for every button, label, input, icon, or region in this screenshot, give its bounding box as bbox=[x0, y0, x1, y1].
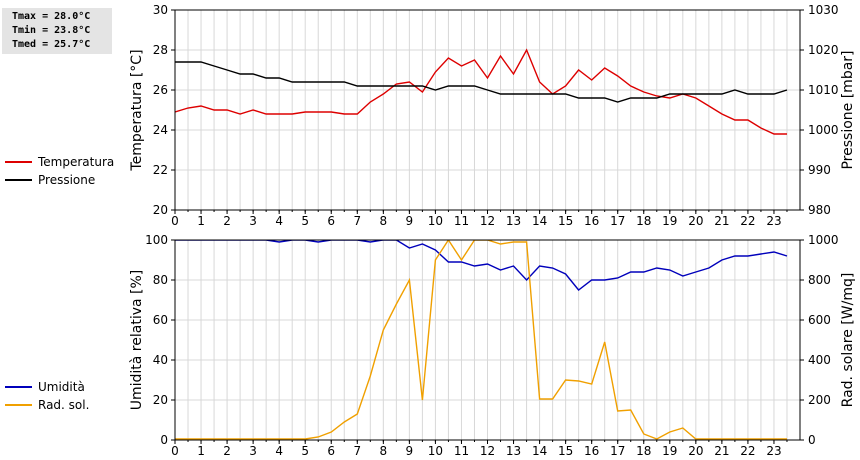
x-tick-label: 2 bbox=[223, 444, 231, 458]
y-right-tick-label: 200 bbox=[808, 393, 831, 407]
x-tick-label: 12 bbox=[480, 214, 495, 228]
x-tick-label: 6 bbox=[327, 214, 335, 228]
y-left-tick-label: 0 bbox=[160, 433, 168, 447]
x-tick-label: 18 bbox=[636, 214, 651, 228]
x-tick-label: 8 bbox=[380, 444, 388, 458]
x-tick-label: 21 bbox=[714, 444, 729, 458]
x-tick-label: 13 bbox=[506, 214, 521, 228]
x-tick-label: 6 bbox=[327, 444, 335, 458]
x-tick-label: 11 bbox=[454, 214, 469, 228]
y-left-tick-label: 22 bbox=[153, 163, 168, 177]
x-tick-label: 20 bbox=[688, 214, 703, 228]
x-tick-label: 23 bbox=[766, 444, 781, 458]
x-tick-label: 23 bbox=[766, 214, 781, 228]
y-right-tick-label: 980 bbox=[808, 203, 831, 217]
x-tick-label: 11 bbox=[454, 444, 469, 458]
y-right-tick-label: 1010 bbox=[808, 83, 839, 97]
series-line-umidit- bbox=[175, 240, 788, 291]
stats-box: Tmax = 28.0°C Tmin = 23.8°C Tmed = 25.7°… bbox=[2, 8, 112, 54]
x-tick-label: 10 bbox=[428, 444, 443, 458]
x-tick-label: 3 bbox=[249, 214, 257, 228]
y-right-axis-title: Rad. solare [W/mq] bbox=[840, 273, 856, 408]
x-tick-label: 16 bbox=[584, 444, 599, 458]
x-tick-label: 20 bbox=[688, 444, 703, 458]
x-tick-label: 4 bbox=[275, 214, 283, 228]
y-left-tick-label: 30 bbox=[153, 3, 168, 17]
y-left-tick-label: 20 bbox=[153, 203, 168, 217]
x-tick-label: 4 bbox=[275, 444, 283, 458]
x-tick-label: 8 bbox=[380, 214, 388, 228]
x-tick-label: 17 bbox=[610, 444, 625, 458]
y-right-tick-label: 800 bbox=[808, 273, 831, 287]
legend-label: Umidità bbox=[38, 380, 85, 394]
x-tick-label: 14 bbox=[532, 444, 547, 458]
y-right-tick-label: 990 bbox=[808, 163, 831, 177]
legend-label: Temperatura bbox=[37, 155, 114, 169]
x-tick-label: 16 bbox=[584, 214, 599, 228]
stat-tmed: Tmed = 25.7°C bbox=[12, 39, 91, 50]
x-tick-label: 13 bbox=[506, 444, 521, 458]
series-line-pressione bbox=[175, 61, 788, 103]
y-left-tick-label: 100 bbox=[145, 233, 168, 247]
x-tick-label: 19 bbox=[662, 444, 677, 458]
x-tick-label: 21 bbox=[714, 214, 729, 228]
y-left-tick-label: 24 bbox=[153, 123, 168, 137]
y-left-tick-label: 80 bbox=[153, 273, 168, 287]
x-tick-label: 5 bbox=[301, 214, 309, 228]
y-right-tick-label: 0 bbox=[808, 433, 816, 447]
x-tick-label: 22 bbox=[740, 214, 755, 228]
x-tick-label: 1 bbox=[197, 444, 205, 458]
x-tick-label: 12 bbox=[480, 444, 495, 458]
x-tick-label: 7 bbox=[353, 444, 361, 458]
x-tick-label: 7 bbox=[353, 214, 361, 228]
series-line-rad-sol- bbox=[175, 240, 787, 440]
x-tick-label: 5 bbox=[301, 444, 309, 458]
x-tick-label: 2 bbox=[223, 214, 231, 228]
stat-tmax: Tmax = 28.0°C bbox=[12, 11, 91, 22]
y-right-tick-label: 1000 bbox=[808, 233, 839, 247]
x-tick-label: 9 bbox=[406, 214, 414, 228]
y-left-tick-label: 26 bbox=[153, 83, 168, 97]
y-left-axis-title: Temperatura [°C] bbox=[129, 49, 145, 171]
x-tick-label: 14 bbox=[532, 214, 547, 228]
y-right-axis-title: Pressione [mbar] bbox=[840, 50, 856, 169]
y-left-tick-label: 60 bbox=[153, 313, 168, 327]
x-tick-label: 15 bbox=[558, 444, 573, 458]
x-tick-label: 0 bbox=[171, 444, 179, 458]
x-tick-label: 19 bbox=[662, 214, 677, 228]
series-line-temperatura bbox=[175, 48, 787, 135]
y-right-tick-label: 600 bbox=[808, 313, 831, 327]
x-tick-label: 18 bbox=[636, 444, 651, 458]
x-tick-label: 22 bbox=[740, 444, 755, 458]
x-tick-label: 10 bbox=[428, 214, 443, 228]
legend-label: Rad. sol. bbox=[38, 398, 89, 412]
x-tick-label: 0 bbox=[171, 214, 179, 228]
y-right-tick-label: 1020 bbox=[808, 43, 839, 57]
y-left-tick-label: 40 bbox=[153, 353, 168, 367]
y-left-tick-label: 20 bbox=[153, 393, 168, 407]
y-right-tick-label: 400 bbox=[808, 353, 831, 367]
stat-tmin: Tmin = 23.8°C bbox=[12, 25, 91, 36]
legend-label: Pressione bbox=[38, 173, 95, 187]
x-tick-label: 3 bbox=[249, 444, 257, 458]
x-tick-label: 9 bbox=[406, 444, 414, 458]
y-right-tick-label: 1000 bbox=[808, 123, 839, 137]
x-tick-label: 17 bbox=[610, 214, 625, 228]
x-tick-label: 15 bbox=[558, 214, 573, 228]
y-left-axis-title: Umidità relativa [%] bbox=[129, 270, 145, 411]
y-left-tick-label: 28 bbox=[153, 43, 168, 57]
y-right-tick-label: 1030 bbox=[808, 3, 839, 17]
x-tick-label: 1 bbox=[197, 214, 205, 228]
